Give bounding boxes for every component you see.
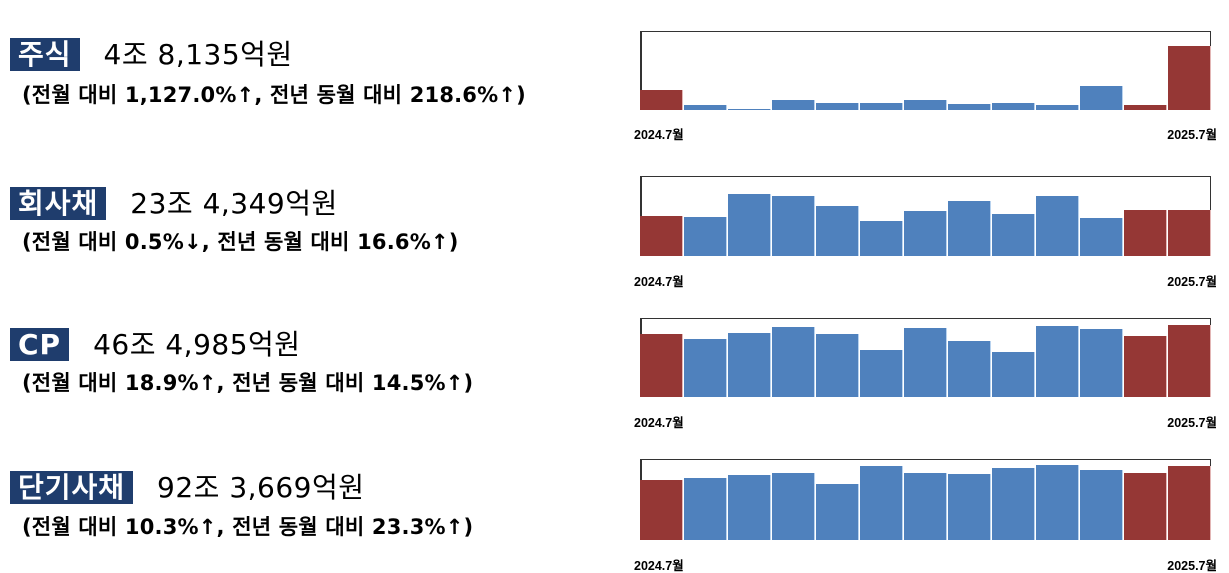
change-rate: (전월 대비 0.5%↓, 전년 동월 대비 16.6%↑) [22, 230, 459, 254]
bar [948, 104, 991, 110]
bar [860, 466, 903, 540]
bar [992, 352, 1035, 397]
change-rate: (전월 대비 18.9%↑, 전년 동월 대비 14.5%↑) [22, 371, 474, 395]
bar [772, 100, 815, 110]
category-tag: CP [10, 328, 70, 361]
issuance-amount: 23조 4,349억원 [130, 186, 338, 220]
bar [860, 221, 903, 256]
bar [992, 103, 1035, 110]
bar [728, 475, 771, 540]
bar-highlight [640, 216, 683, 256]
bar [816, 484, 859, 540]
bar [1080, 329, 1123, 397]
bar-series [640, 31, 1211, 110]
issuance-amount: 46조 4,985억원 [93, 327, 301, 361]
bar [1036, 105, 1079, 110]
bar-highlight [1168, 46, 1211, 110]
bar-chart: 2024.7월 2025.7월 [634, 459, 1217, 573]
change-rate: (전월 대비 10.3%↑, 전년 동월 대비 23.3%↑) [22, 515, 474, 539]
axis-label-start: 2024.7월 [634, 559, 684, 573]
bar-chart: 2024.7월 2025.7월 [634, 31, 1217, 142]
category-tag: 단기사채 [10, 471, 134, 504]
bar [772, 196, 815, 256]
bar-highlight [640, 480, 683, 540]
chart-frame [640, 176, 1211, 210]
chart-frame-left [640, 459, 642, 480]
axis-label-end: 2025.7월 [1167, 275, 1217, 289]
bar-series [640, 176, 1211, 256]
bar-highlight [1168, 325, 1211, 397]
chart-frame [640, 31, 1211, 46]
bar-highlight [1124, 336, 1167, 397]
bar [948, 341, 991, 397]
bar [684, 339, 727, 397]
bar [1080, 218, 1123, 256]
bar [948, 201, 991, 256]
bar [1036, 326, 1079, 397]
chart-frame-left [640, 176, 642, 216]
bar-highlight [1124, 210, 1167, 256]
bar-series [640, 318, 1211, 397]
chart-frame [640, 459, 1211, 466]
bar [904, 328, 947, 397]
axis-label-end: 2025.7월 [1167, 128, 1217, 142]
bar [684, 478, 727, 540]
issuance-amount: 4조 8,135억원 [103, 37, 293, 71]
bar [904, 211, 947, 256]
bar [816, 103, 859, 110]
axis-label-start: 2024.7월 [634, 416, 684, 430]
bar [992, 468, 1035, 540]
bar [816, 206, 859, 256]
bar [904, 473, 947, 540]
category-tag: 회사채 [10, 187, 107, 220]
bar [728, 333, 771, 397]
axis-label-end: 2025.7월 [1167, 559, 1217, 573]
bar [772, 327, 815, 397]
bar [684, 105, 727, 110]
chart-frame [640, 318, 1211, 325]
bar-chart: 2024.7월 2025.7월 [634, 318, 1217, 430]
bar-chart: 2024.7월 2025.7월 [634, 176, 1217, 289]
bar [684, 217, 727, 256]
bar-highlight [1168, 466, 1211, 540]
headline: 회사채 23조 4,349억원 [10, 187, 338, 220]
bar [1036, 196, 1079, 256]
headline: 단기사채 92조 3,669억원 [10, 471, 365, 504]
bar-highlight [1124, 105, 1167, 110]
bar-highlight [1168, 210, 1211, 256]
bar [860, 103, 903, 110]
bar [992, 214, 1035, 256]
bar [904, 100, 947, 110]
bar [1080, 86, 1123, 110]
bar [1036, 465, 1079, 540]
chart-frame-left [640, 318, 642, 334]
axis-label-start: 2024.7월 [634, 128, 684, 142]
headline: 주식 4조 8,135억원 [10, 38, 293, 71]
bar-series [640, 459, 1211, 540]
bar [860, 350, 903, 397]
axis-label-start: 2024.7월 [634, 275, 684, 289]
bar [728, 194, 771, 256]
bar-highlight [1124, 473, 1167, 540]
bar [948, 474, 991, 540]
bar [1080, 470, 1123, 540]
issuance-amount: 92조 3,669억원 [157, 470, 365, 504]
bar [728, 109, 771, 110]
change-rate: (전월 대비 1,127.0%↑, 전년 동월 대비 218.6%↑) [22, 83, 526, 107]
bar [816, 334, 859, 397]
bar-highlight [640, 334, 683, 397]
bar [772, 473, 815, 540]
axis-label-end: 2025.7월 [1167, 416, 1217, 430]
chart-frame-left [640, 31, 642, 90]
bar-highlight [640, 90, 683, 110]
headline: CP 46조 4,985억원 [10, 328, 301, 361]
category-tag: 주식 [10, 38, 80, 71]
